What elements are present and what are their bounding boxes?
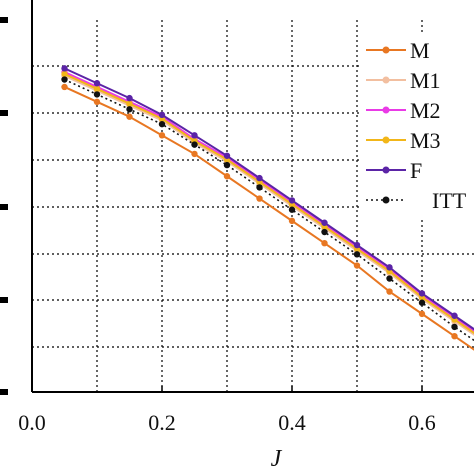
y-tick-stub <box>0 389 8 395</box>
legend-label: M3 <box>410 128 441 153</box>
data-point <box>353 262 361 269</box>
data-point <box>126 106 133 113</box>
x-tick-label: 0.4 <box>278 410 306 435</box>
data-point <box>158 120 166 128</box>
data-point <box>321 240 328 247</box>
series-f <box>61 65 474 331</box>
y-tick-stub <box>0 297 8 303</box>
series-layer <box>61 65 474 351</box>
data-point <box>353 241 361 249</box>
data-point <box>386 264 393 271</box>
data-point <box>93 80 101 87</box>
legend-marker <box>382 46 390 54</box>
data-point <box>451 333 458 340</box>
legend: M M1 M2 M3 F ITT <box>366 38 467 213</box>
x-tick-label: 0.2 <box>148 410 176 435</box>
data-point <box>158 132 166 139</box>
x-axis-label: J <box>271 446 283 472</box>
legend-label: M1 <box>410 68 441 93</box>
legend-background <box>360 32 474 218</box>
data-point <box>191 150 198 158</box>
x-tick-label: 0.0 <box>18 410 46 435</box>
x-tick-labels: 0.0 0.2 0.4 0.6 <box>18 386 436 435</box>
legend-item-m: M <box>366 38 430 63</box>
legend-label: F <box>410 158 422 183</box>
data-point <box>93 98 101 106</box>
data-point <box>93 91 101 98</box>
data-point <box>451 323 458 331</box>
data-point <box>61 70 68 78</box>
legend-item-m2: M2 <box>366 98 441 123</box>
plot-frame <box>31 0 474 393</box>
data-point <box>288 197 296 204</box>
data-point <box>158 111 166 119</box>
data-point <box>288 206 296 213</box>
series-line <box>64 78 474 342</box>
data-point <box>61 76 68 83</box>
legend-label: ITT <box>432 188 467 213</box>
legend-marker <box>382 106 390 114</box>
data-point <box>126 94 133 102</box>
series-line <box>64 71 474 333</box>
data-point <box>61 65 68 72</box>
legend-item-f: F <box>366 158 422 183</box>
legend-item-m1: M1 <box>366 68 441 93</box>
data-point <box>386 275 393 282</box>
data-point <box>256 195 263 202</box>
data-point <box>321 228 328 236</box>
data-point <box>418 310 426 318</box>
series-line <box>64 73 474 335</box>
legend-item-itt: ITT <box>366 188 467 213</box>
data-point <box>451 312 458 319</box>
data-point <box>353 251 361 258</box>
data-point <box>223 161 231 169</box>
series-line <box>64 74 474 336</box>
data-point <box>256 174 263 182</box>
legend-marker <box>382 136 390 144</box>
data-point <box>126 113 133 120</box>
y-tick-marks <box>0 17 8 395</box>
series-line <box>64 67 474 331</box>
data-point <box>223 152 231 159</box>
legend-marker <box>382 196 390 204</box>
data-point <box>321 219 328 226</box>
y-tick-stub <box>0 17 8 23</box>
data-point <box>61 83 68 91</box>
data-point <box>223 173 231 180</box>
data-point <box>126 100 133 107</box>
data-point <box>191 141 198 148</box>
series-itt <box>61 76 474 342</box>
data-point <box>191 132 198 139</box>
y-tick-stub <box>0 204 8 210</box>
data-point <box>256 184 263 191</box>
data-point <box>386 288 393 295</box>
data-point <box>93 85 101 93</box>
data-point <box>288 217 296 225</box>
legend-marker <box>382 166 390 174</box>
data-point <box>418 290 426 297</box>
legend-item-m3: M3 <box>366 128 441 153</box>
series-line <box>64 86 474 351</box>
legend-label: M2 <box>410 98 441 123</box>
legend-marker <box>382 76 390 84</box>
series-m <box>61 83 474 351</box>
data-point <box>418 299 426 306</box>
x-tick-label: 0.6 <box>408 410 436 435</box>
legend-label: M <box>410 38 430 63</box>
y-tick-stub <box>0 110 8 116</box>
